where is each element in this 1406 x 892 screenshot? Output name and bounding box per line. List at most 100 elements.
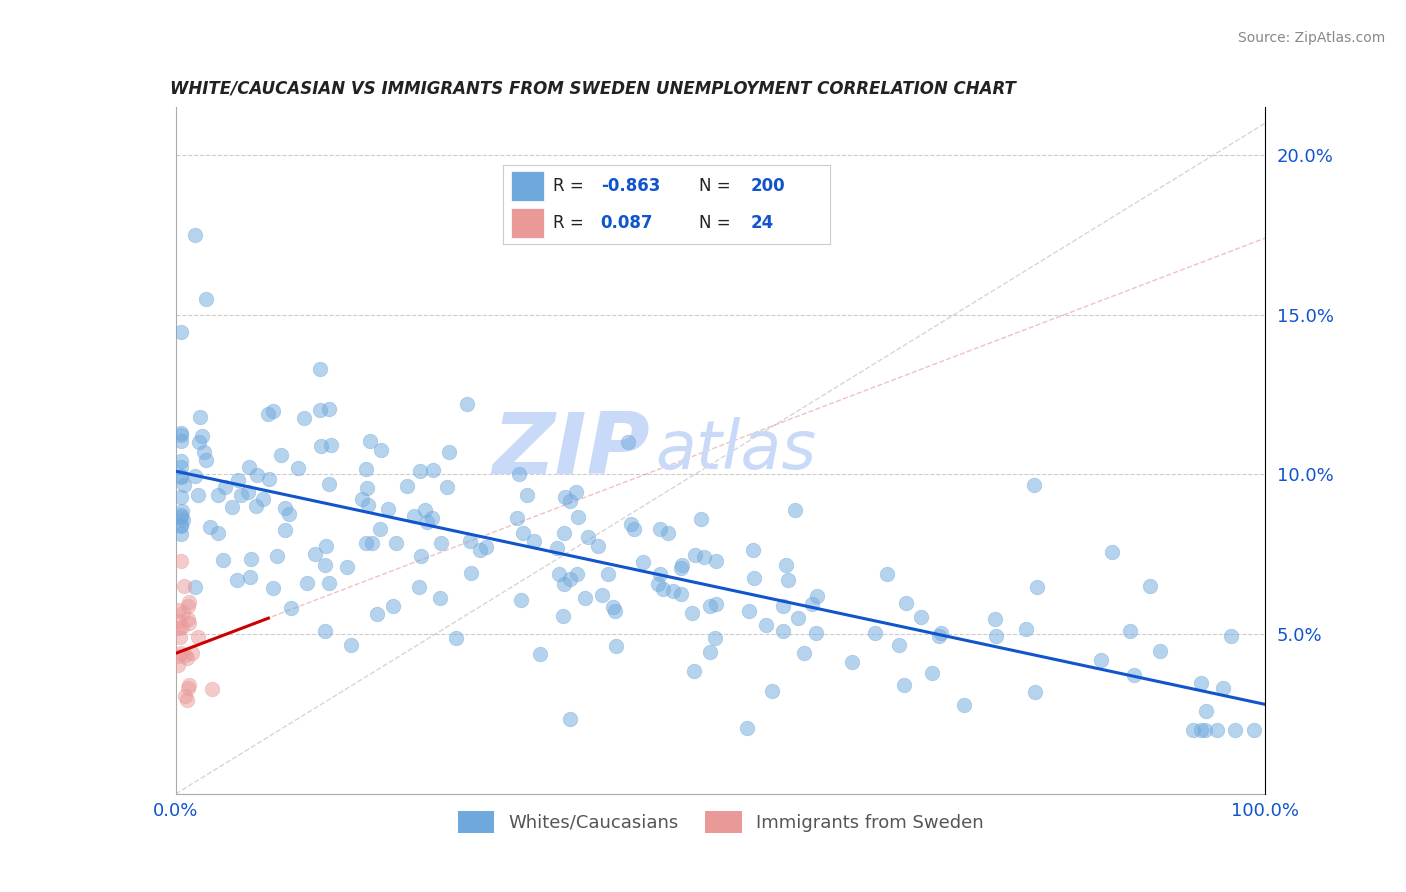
Point [318,477,340,491]
Point [177,681,200,695]
Point [356,481,378,495]
Point [257,472,280,486]
Point [170,459,193,474]
Point [198,520,221,534]
Point [195,292,218,306]
Point [177,595,200,609]
Point [368,522,391,536]
Point [195,453,218,467]
Point [207,488,229,502]
Point [277,508,299,522]
Point [444,631,467,645]
Point [309,440,332,454]
Point [170,428,193,442]
Text: N =: N = [699,177,735,195]
Point [776,574,799,588]
Point [172,513,194,527]
Point [560,572,582,586]
Point [318,576,340,591]
Point [304,547,326,561]
Point [910,610,932,624]
Point [775,558,797,572]
Point [436,480,458,494]
Point [280,600,302,615]
Point [1189,675,1212,690]
Point [170,646,193,660]
Point [591,588,613,602]
Point [239,569,262,583]
Bar [510,208,544,238]
Text: Source: ZipAtlas.com: Source: ZipAtlas.com [1237,31,1385,45]
Text: 24: 24 [751,214,775,232]
Point [1205,723,1227,737]
Point [1189,723,1212,737]
Point [761,684,783,698]
Point [297,576,319,591]
Point [553,526,575,541]
Point [704,597,727,611]
Point [460,566,482,580]
Point [631,555,654,569]
Point [576,530,599,544]
Point [1024,685,1046,699]
Point [170,519,193,533]
Point [574,591,596,605]
Point [167,614,190,628]
Point [738,605,761,619]
Point [184,227,207,242]
Point [681,606,703,620]
Point [565,566,588,581]
Point [170,454,193,468]
Point [252,492,274,507]
Point [188,435,211,450]
Point [177,678,200,692]
Point [1101,545,1123,559]
Point [319,438,342,452]
Text: -0.863: -0.863 [600,177,659,195]
Point [170,434,193,448]
Point [522,534,544,549]
Point [602,600,624,615]
Point [887,638,910,652]
Point [558,712,581,726]
Point [173,478,195,492]
Point [704,632,727,646]
Point [177,612,200,626]
Point [170,491,193,505]
Text: 0.087: 0.087 [600,214,654,232]
Point [238,459,260,474]
Point [287,461,309,475]
Point [409,549,432,563]
Point [422,463,444,477]
Point [863,625,886,640]
Point [228,473,250,487]
Point [605,639,627,653]
Point [662,583,685,598]
Point [270,448,292,462]
Point [793,647,815,661]
Text: ZIP: ZIP [492,409,650,492]
Point [693,550,716,565]
Point [623,522,645,536]
Point [170,508,193,522]
Point [586,539,609,553]
Point [184,469,207,483]
Point [395,479,418,493]
Text: R =: R = [554,214,589,232]
Point [193,445,215,459]
Point [772,599,794,614]
Point [382,599,405,614]
Point [176,693,198,707]
Point [262,581,284,595]
Point [273,500,295,515]
Point [648,566,671,581]
Point [605,604,627,618]
Point [669,587,692,601]
Point [1024,477,1046,491]
Point [314,624,336,639]
Point [683,548,706,562]
Point [173,579,195,593]
Point [170,619,193,633]
Point [172,606,194,620]
Point [309,362,332,376]
